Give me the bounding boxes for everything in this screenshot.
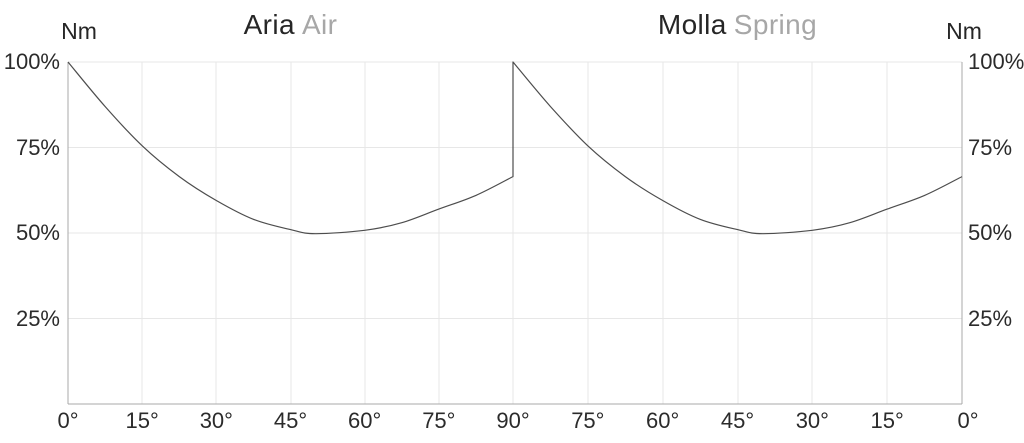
left-chart-title-primary: Aria — [243, 9, 295, 40]
y-tick-label-right: 100% — [968, 49, 1024, 74]
x-tick-label: 0° — [957, 408, 979, 433]
right-chart-title-secondary: Spring — [733, 9, 818, 40]
left-chart-title-secondary: Air — [301, 9, 338, 40]
torque-curve — [67, 61, 963, 235]
x-tick-label: 60° — [646, 408, 680, 433]
left-chart-title: Aria Air — [68, 10, 513, 40]
x-tick-label: 15° — [870, 408, 904, 433]
y-tick-label-right: 50% — [968, 220, 1013, 245]
left-y-unit-label: Nm — [61, 18, 97, 44]
y-tick-label-left: 25% — [15, 305, 60, 331]
x-tick-label: 90° — [496, 408, 530, 433]
y-tick-label-left: 100% — [3, 49, 60, 74]
x-tick-label: 45° — [720, 408, 755, 433]
x-tick-label: 45° — [273, 408, 308, 433]
x-tick-label: 75° — [422, 408, 456, 433]
axis-lines — [67, 62, 963, 405]
right-y-unit-label: Nm — [946, 18, 982, 44]
x-tick-label: 30° — [795, 408, 829, 433]
x-tick-label: 30° — [199, 408, 233, 433]
x-tick-label: 75° — [571, 408, 605, 433]
x-tick-label: 15° — [125, 408, 159, 433]
y-tick-label-left: 75% — [15, 134, 60, 160]
y-tick-label-right: 75% — [968, 134, 1013, 160]
right-chart-title-primary: Molla — [657, 9, 727, 40]
y-tick-label-left: 50% — [15, 220, 60, 245]
right-chart-title: Molla Spring — [513, 10, 962, 40]
gridlines — [67, 61, 963, 404]
x-tick-label: 0° — [57, 408, 79, 433]
y-tick-label-right: 25% — [968, 305, 1013, 331]
x-tick-label: 60° — [348, 408, 382, 433]
